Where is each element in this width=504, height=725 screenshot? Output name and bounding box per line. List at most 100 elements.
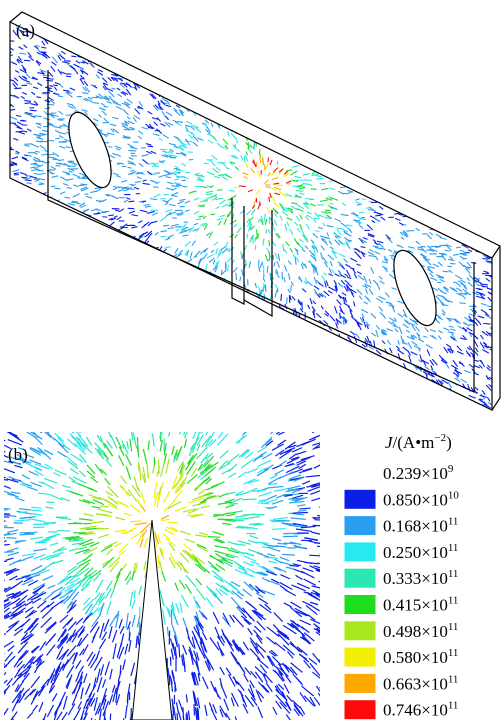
field-vector xyxy=(176,66,180,72)
field-vector xyxy=(36,97,40,98)
field-vector xyxy=(208,309,211,316)
field-vector xyxy=(388,395,391,402)
field-vector xyxy=(473,190,478,191)
field-vector xyxy=(317,349,318,355)
field-vector xyxy=(113,14,114,19)
field-vector xyxy=(328,167,334,169)
field-vector xyxy=(81,17,85,19)
field-vector xyxy=(431,69,439,70)
field-vector xyxy=(83,393,86,398)
field-vector xyxy=(33,362,37,366)
field-vector xyxy=(210,287,213,291)
field-vector xyxy=(60,84,63,87)
field-vector xyxy=(266,71,268,77)
field-vector xyxy=(73,194,80,198)
field-vector xyxy=(153,390,154,395)
field-vector xyxy=(68,406,73,410)
field-vector xyxy=(401,112,406,113)
field-vector xyxy=(145,206,151,207)
field-vector xyxy=(287,315,289,320)
field-vector xyxy=(206,345,209,351)
field-vector xyxy=(14,370,20,371)
field-vector xyxy=(446,364,449,368)
field-vector xyxy=(373,71,377,73)
field-vector xyxy=(218,304,219,310)
field-vector xyxy=(90,14,94,17)
field-vector xyxy=(307,408,309,414)
field-vector xyxy=(120,247,124,249)
field-vector xyxy=(415,140,422,142)
field-vector xyxy=(298,127,299,133)
field-vector xyxy=(177,42,179,48)
field-vector xyxy=(20,231,26,236)
field-vector xyxy=(148,18,150,25)
field-vector xyxy=(163,225,169,226)
field-vector xyxy=(63,356,65,361)
field-vector xyxy=(236,139,238,143)
field-vector xyxy=(288,383,291,387)
field-vector xyxy=(466,267,472,268)
field-vector xyxy=(314,289,318,295)
field-vector xyxy=(260,406,261,410)
field-vector xyxy=(206,352,210,359)
field-vector xyxy=(82,254,87,257)
field-vector xyxy=(374,59,381,64)
field-vector xyxy=(180,53,183,56)
field-vector xyxy=(247,24,249,30)
field-vector xyxy=(118,373,122,375)
field-vector xyxy=(152,357,155,364)
field-vector xyxy=(129,391,135,396)
field-vector xyxy=(196,288,198,295)
field-vector xyxy=(65,147,70,148)
field-vector xyxy=(73,64,78,67)
field-vector xyxy=(283,244,284,251)
field-vector xyxy=(233,27,235,33)
field-vector xyxy=(128,352,133,354)
field-vector xyxy=(255,326,259,333)
field-vector xyxy=(54,87,57,90)
field-vector xyxy=(128,360,131,364)
field-vector xyxy=(133,323,140,326)
field-vector xyxy=(459,262,464,267)
field-vector xyxy=(323,83,324,88)
field-vector xyxy=(137,334,140,337)
field-vector xyxy=(228,44,230,49)
field-vector xyxy=(320,43,322,46)
field-vector xyxy=(225,6,227,11)
field-vector xyxy=(380,61,382,66)
field-vector xyxy=(461,379,467,383)
field-vector xyxy=(372,220,375,222)
field-vector xyxy=(325,123,329,126)
field-vector xyxy=(112,250,117,255)
field-vector xyxy=(294,222,298,226)
field-vector xyxy=(166,29,171,32)
field-vector xyxy=(120,17,124,19)
field-vector xyxy=(115,251,118,255)
field-vector xyxy=(491,25,494,29)
field-vector xyxy=(157,55,161,59)
field-vector xyxy=(415,67,421,70)
field-vector xyxy=(269,33,270,38)
field-vector xyxy=(427,57,430,62)
field-vector xyxy=(294,94,296,98)
field-vector xyxy=(222,85,224,88)
field-vector xyxy=(287,44,288,51)
field-vector xyxy=(294,65,297,71)
field-vector xyxy=(149,301,151,306)
field-vector xyxy=(136,298,140,305)
field-vector xyxy=(442,7,446,12)
field-vector xyxy=(119,344,123,347)
field-vector xyxy=(342,157,347,161)
field-vector xyxy=(212,40,214,45)
field-vector xyxy=(274,370,276,375)
field-vector xyxy=(489,61,493,63)
field-vector xyxy=(267,40,268,45)
field-vector xyxy=(251,25,252,31)
field-vector xyxy=(248,12,251,19)
field-vector xyxy=(156,374,158,379)
field-vector xyxy=(178,121,183,122)
field-vector xyxy=(146,373,150,377)
field-vector xyxy=(19,53,26,54)
field-vector xyxy=(223,27,225,35)
field-vector xyxy=(150,199,157,200)
